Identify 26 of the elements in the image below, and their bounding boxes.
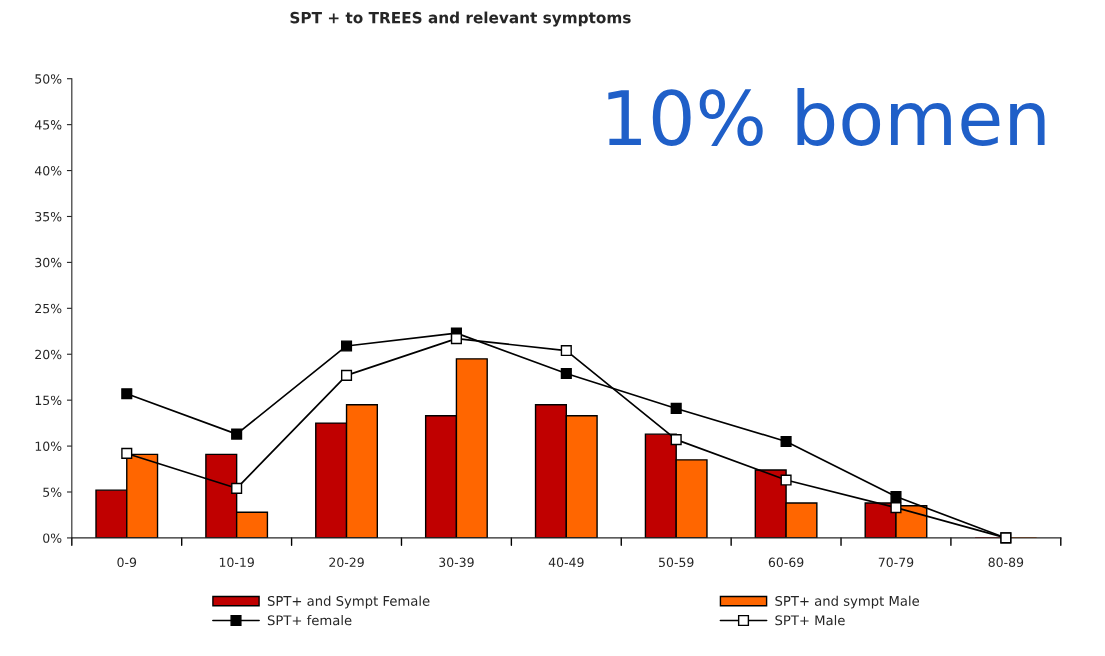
y-tick-label: 10% <box>35 441 62 452</box>
y-tick-label: 35% <box>35 211 62 222</box>
x-tick-label: 0-9 <box>117 557 137 568</box>
x-tick-label: 60-69 <box>768 557 804 568</box>
x-tick-label: 50-59 <box>659 557 694 568</box>
x-tick-label: 20-29 <box>329 557 364 568</box>
legend-label: SPT+ Male <box>775 615 845 626</box>
y-tick-label: 40% <box>34 166 62 176</box>
legend-label: SPT+ female <box>267 615 352 626</box>
y-tick-label: 30% <box>35 257 62 268</box>
x-tick-label: 30-39 <box>439 557 474 568</box>
x-tick-label: 40-49 <box>548 557 584 568</box>
legend-label: SPT+ and sympt Male <box>775 595 920 609</box>
y-tick-label: 0% <box>43 533 62 543</box>
y-tick-label: 15% <box>35 395 62 406</box>
y-tick-label: 25% <box>35 303 62 314</box>
chart-title: SPT + to TREES and relevant symptoms <box>290 11 631 27</box>
y-tick-label: 45% <box>34 120 62 130</box>
x-tick-label: 80-89 <box>988 557 1024 568</box>
annotation: 10% bomen <box>608 87 1045 146</box>
y-tick-label: 50% <box>35 74 62 84</box>
y-tick-label: 5% <box>43 487 62 497</box>
y-tick-label: 20% <box>35 349 62 360</box>
x-tick-label: 70-79 <box>878 557 914 568</box>
legend-label: SPT+ and Sympt Female <box>267 595 430 609</box>
x-tick-label: 10-19 <box>219 557 254 568</box>
